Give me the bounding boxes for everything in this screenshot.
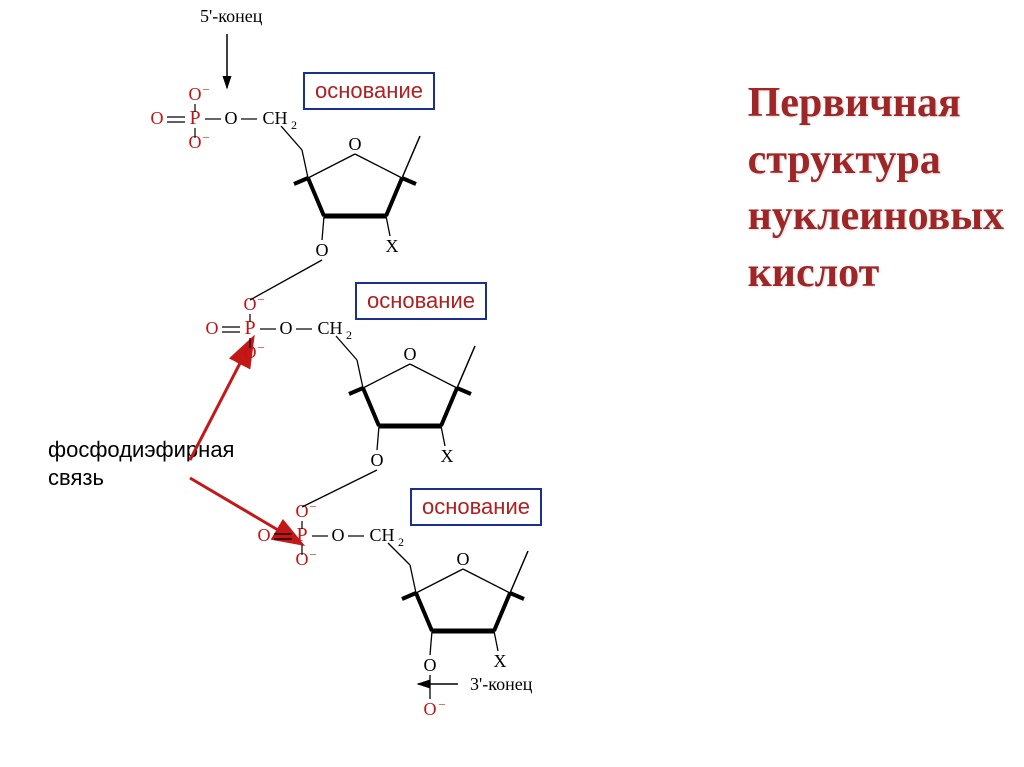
base-label-box-2: основание xyxy=(355,282,487,320)
svg-text:O: O xyxy=(296,501,309,521)
svg-text:2: 2 xyxy=(291,118,297,132)
svg-text:O: O xyxy=(225,108,238,128)
svg-text:–: – xyxy=(257,339,265,353)
svg-text:X: X xyxy=(441,446,454,466)
svg-text:X: X xyxy=(494,651,507,671)
svg-text:CH: CH xyxy=(369,525,394,545)
svg-text:O: O xyxy=(244,342,257,362)
bond-label-line-1: фосфодиэфирная xyxy=(48,437,234,462)
svg-text:O: O xyxy=(404,344,417,364)
svg-text:–: – xyxy=(202,129,210,143)
svg-text:O: O xyxy=(332,525,345,545)
svg-text:O: O xyxy=(424,699,437,719)
svg-text:O: O xyxy=(151,108,164,128)
svg-text:O: O xyxy=(316,240,329,260)
title-line-3: нуклеиновых xyxy=(748,193,1004,239)
svg-text:–: – xyxy=(309,546,317,560)
inter-bonds: O– xyxy=(195,90,446,719)
svg-text:CH: CH xyxy=(262,108,287,128)
svg-text:2: 2 xyxy=(398,535,404,549)
svg-text:X: X xyxy=(386,236,399,256)
phosphodiester-bond-label: фосфодиэфирная связь xyxy=(48,436,234,491)
svg-text:O: O xyxy=(189,132,202,152)
label-3-prime-end: 3'-конец xyxy=(470,674,532,695)
svg-text:O: O xyxy=(206,318,219,338)
base-label-box-1: основание xyxy=(303,72,435,110)
title-line-4: кислот xyxy=(748,250,880,296)
title-line-2: структура xyxy=(748,137,941,183)
svg-text:P: P xyxy=(244,317,255,339)
svg-text:O: O xyxy=(296,549,309,569)
svg-text:–: – xyxy=(309,498,317,512)
svg-text:O: O xyxy=(424,655,437,675)
svg-text:O: O xyxy=(371,450,384,470)
svg-text:O: O xyxy=(349,134,362,154)
svg-text:O: O xyxy=(280,318,293,338)
svg-text:P: P xyxy=(189,107,200,129)
svg-text:O: O xyxy=(457,549,470,569)
bond-label-line-2: связь xyxy=(48,465,104,490)
svg-text:2: 2 xyxy=(346,328,352,342)
svg-text:–: – xyxy=(438,696,446,710)
page-title: Первичная структура нуклеиновых кислот xyxy=(748,75,1004,302)
svg-text:–: – xyxy=(202,81,210,95)
svg-text:P: P xyxy=(296,524,307,546)
title-line-1: Первичная xyxy=(748,80,961,126)
label-5-prime-end: 5'-конец xyxy=(200,6,262,27)
svg-text:O: O xyxy=(258,525,271,545)
svg-text:–: – xyxy=(257,291,265,305)
svg-text:O: O xyxy=(244,294,257,314)
svg-text:O: O xyxy=(189,84,202,104)
svg-text:CH: CH xyxy=(317,318,342,338)
base-label-box-3: основание xyxy=(410,488,542,526)
